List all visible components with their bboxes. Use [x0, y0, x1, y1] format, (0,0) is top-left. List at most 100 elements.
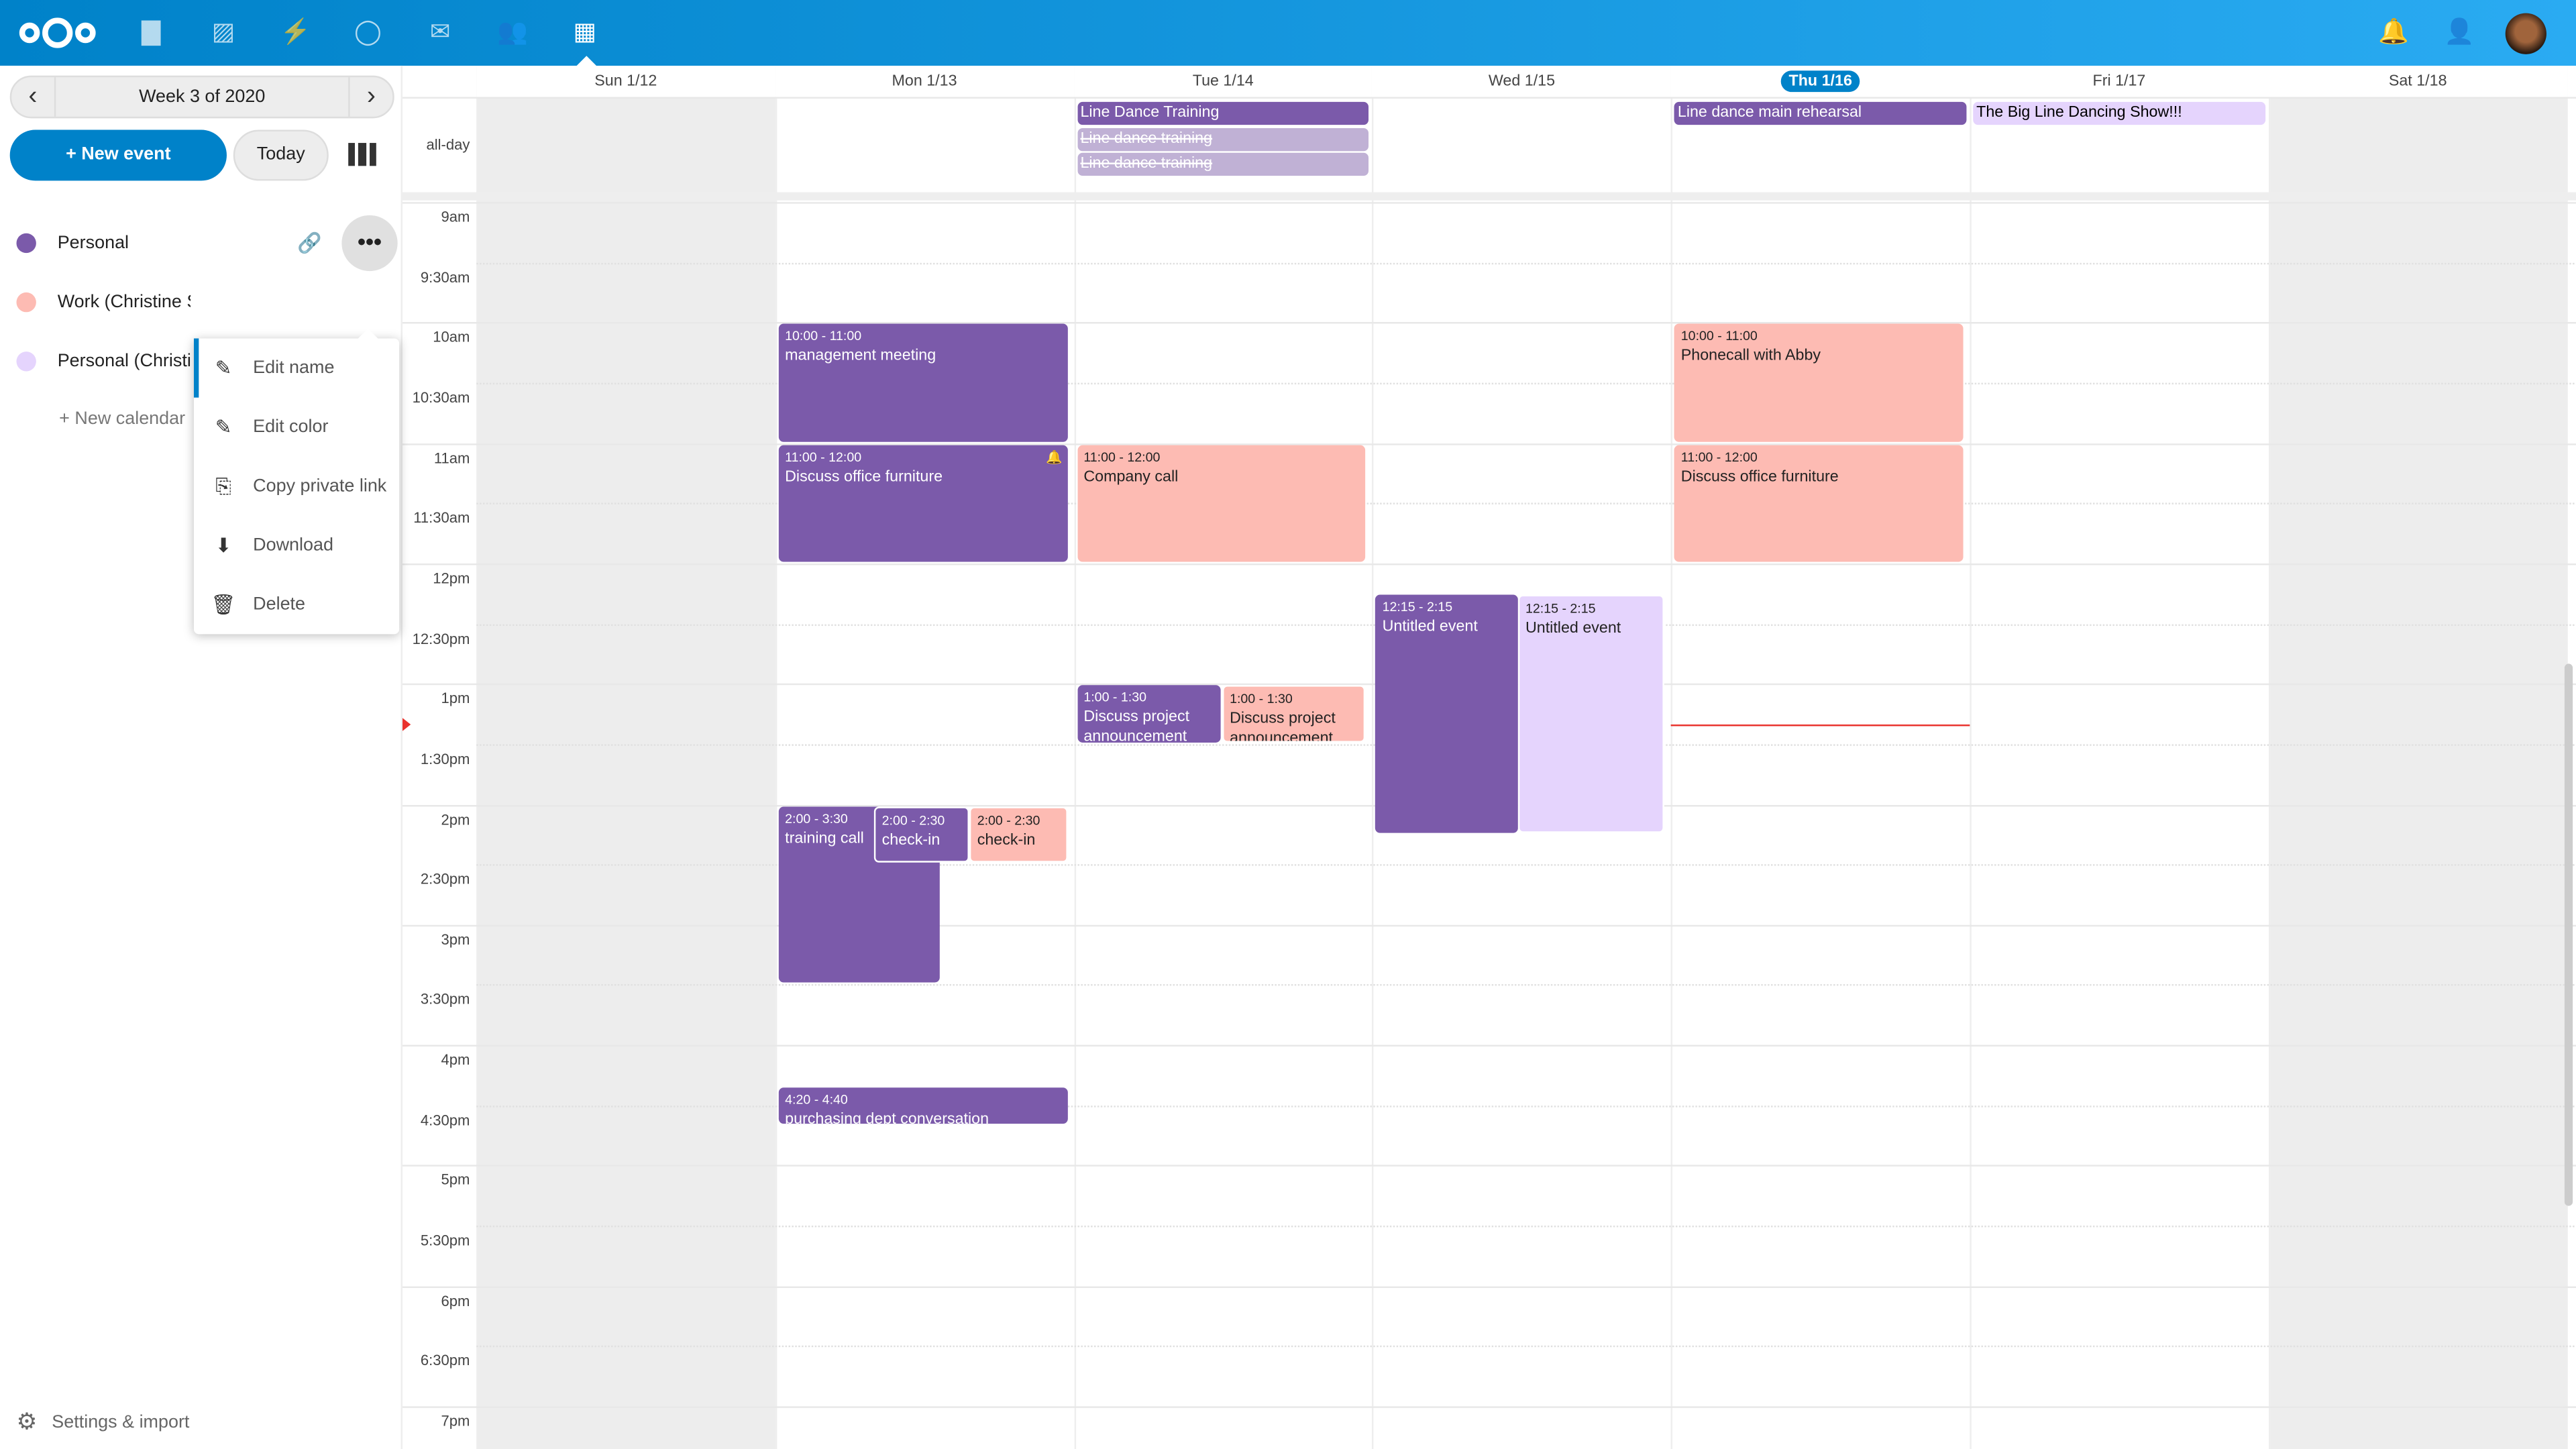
calendar-item[interactable]: Personal (Christi	[16, 350, 191, 373]
day-header[interactable]: Fri 1/17	[1970, 65, 2269, 97]
time-label: 6pm	[441, 1292, 470, 1309]
calendar-name: Personal (Christi	[57, 352, 191, 372]
view-switcher-icon[interactable]	[348, 143, 376, 166]
mail-icon[interactable]: ✉	[429, 17, 451, 46]
menu-item-download[interactable]: ⬇ Download	[194, 516, 399, 575]
event-time: 10:00 - 11:00	[1680, 329, 1758, 344]
allday-event[interactable]: Line Dance Training	[1077, 101, 1369, 125]
event-block[interactable]: 11:00 - 12:00 Discuss office furniture 🔔	[778, 444, 1067, 562]
time-label: 1:30pm	[420, 750, 470, 767]
menu-item-edit-color[interactable]: ✎ Edit color	[194, 398, 399, 457]
week-grid: all-day Sun 1/12 Mon 1/13 Tue 1/14 Wed 1/15…	[402, 65, 2576, 1449]
calendar-actions-menu: ✎ Edit name ✎ Edit color ⎘ Copy private link ⬇…	[193, 328, 400, 635]
day-column[interactable]	[1073, 65, 1373, 1449]
menu-item-label: Copy private link	[253, 476, 387, 496]
menu-item-label: Download	[253, 535, 333, 555]
event-title: Untitled event	[1382, 618, 1478, 637]
event-block[interactable]: 11:00 - 12:00 Discuss office furniture	[1674, 444, 1964, 562]
menu-item-edit-name[interactable]: ✎ Edit name	[193, 338, 399, 398]
event-block[interactable]: 4:20 - 4:40 purchasing dept conversation	[778, 1087, 1067, 1124]
header-divider	[402, 97, 2576, 99]
avatar[interactable]	[2505, 13, 2546, 54]
person-icon[interactable]: 👤	[2444, 17, 2475, 46]
settings-button[interactable]: ⚙ Settings & import	[16, 1408, 189, 1436]
link-icon[interactable]: 🔗	[297, 231, 322, 255]
day-header[interactable]: Sun 1/12	[476, 65, 775, 97]
allday-event[interactable]: The Big Line Dancing Show!!!	[1973, 101, 2265, 125]
allday-event[interactable]: Line dance training	[1077, 153, 1369, 176]
activity-icon[interactable]: ⚡	[280, 17, 311, 46]
week-navigator: ‹ Week 3 of 2020 ›	[9, 75, 394, 119]
time-label: 12pm	[433, 570, 470, 587]
menu-item-copy-private-link[interactable]: ⎘ Copy private link	[194, 457, 399, 516]
event-time: 11:00 - 12:00	[1083, 449, 1161, 465]
day-column[interactable]	[2268, 65, 2567, 1449]
day-column[interactable]	[1671, 65, 1970, 1449]
time-label: 4:30pm	[420, 1112, 470, 1128]
calendar-item[interactable]: Personal	[16, 231, 279, 254]
event-block[interactable]: 2:00 - 2:30 check-in	[969, 806, 1067, 863]
allday-label: all-day	[426, 136, 470, 153]
time-label: 3:30pm	[420, 991, 470, 1008]
next-week-button[interactable]: ›	[366, 82, 376, 111]
day-header[interactable]: Mon 1/13	[775, 65, 1074, 97]
bell-icon[interactable]: 🔔	[2378, 17, 2410, 46]
new-calendar-button[interactable]: + New calendar	[59, 409, 186, 429]
event-title: Company call	[1083, 467, 1179, 486]
grid-line	[476, 1226, 2576, 1228]
day-column[interactable]	[775, 65, 1074, 1449]
gear-icon: ⚙	[16, 1407, 38, 1434]
calendar-icon[interactable]: ▦	[573, 17, 597, 46]
more-actions-button[interactable]: •••	[341, 215, 398, 272]
time-label: 1pm	[441, 690, 470, 707]
active-app-caret	[576, 56, 596, 66]
files-icon[interactable]: ▇	[142, 17, 161, 46]
event-title: purchasing dept conversation	[785, 1110, 989, 1124]
grid-line	[476, 503, 2576, 505]
day-header[interactable]: Thu 1/16	[1671, 65, 1970, 97]
event-time: 11:00 - 12:00	[785, 449, 862, 465]
nextcloud-logo-icon[interactable]	[16, 15, 98, 51]
allday-event[interactable]: Line dance main rehearsal	[1674, 101, 1967, 125]
event-time: 12:15 - 2:15	[1525, 601, 1596, 616]
time-label: 10am	[433, 329, 470, 346]
time-label: 2:30pm	[420, 871, 470, 888]
talk-icon[interactable]: ◯	[354, 17, 382, 46]
day-column[interactable]	[1970, 65, 2269, 1449]
event-block[interactable]: 11:00 - 12:00 Company call	[1077, 444, 1366, 562]
calendar-color-dot	[16, 233, 36, 254]
event-block[interactable]: 12:15 - 2:15 Untitled event	[1517, 595, 1665, 833]
grid-line	[476, 864, 2576, 866]
event-block[interactable]: 1:00 - 1:30 Discuss project announcement	[1221, 685, 1366, 743]
calendar-color-dot	[16, 292, 36, 313]
photos-icon[interactable]: ▨	[211, 17, 235, 46]
today-button[interactable]: Today	[233, 129, 329, 181]
day-header-label: Fri 1/17	[2092, 72, 2146, 91]
menu-item-delete[interactable]: 🗑 Delete	[194, 575, 399, 634]
time-label: 9am	[441, 209, 470, 225]
event-block[interactable]: 10:00 - 11:00 management meeting	[778, 324, 1067, 441]
event-block[interactable]: 10:00 - 11:00 Phonecall with Abby	[1674, 324, 1964, 441]
grid-line	[402, 1285, 2576, 1288]
event-block[interactable]: 12:15 - 2:15 Untitled event	[1375, 595, 1517, 833]
event-title: Discuss project announcement	[1083, 708, 1190, 743]
calendar-item[interactable]: Work (Christine S	[16, 290, 191, 313]
event-title: Phonecall with Abby	[1680, 347, 1821, 366]
allday-event[interactable]: Line dance training	[1077, 127, 1369, 151]
day-header[interactable]: Tue 1/14	[1073, 65, 1373, 97]
week-label[interactable]: Week 3 of 2020	[54, 77, 350, 117]
event-title: Discuss office furniture	[1680, 467, 1839, 486]
grid-line	[476, 262, 2576, 264]
new-event-button[interactable]: + New event	[9, 129, 227, 181]
event-block[interactable]: 2:00 - 2:30 check-in	[873, 806, 969, 863]
day-header[interactable]: Wed 1/15	[1372, 65, 1672, 97]
scrollbar[interactable]	[2564, 663, 2573, 1206]
contacts-icon[interactable]: 👥	[497, 17, 528, 46]
event-block[interactable]: 1:00 - 1:30 Discuss project announcement	[1077, 685, 1222, 743]
day-column[interactable]	[476, 65, 775, 1449]
event-time: 2:00 - 2:30	[977, 812, 1040, 828]
menu-item-label: Edit name	[253, 358, 335, 378]
day-header[interactable]: Sat 1/18	[2268, 65, 2567, 97]
previous-week-button[interactable]: ‹	[28, 82, 38, 111]
event-block[interactable]: 2:00 - 3:30 training call	[778, 806, 941, 983]
